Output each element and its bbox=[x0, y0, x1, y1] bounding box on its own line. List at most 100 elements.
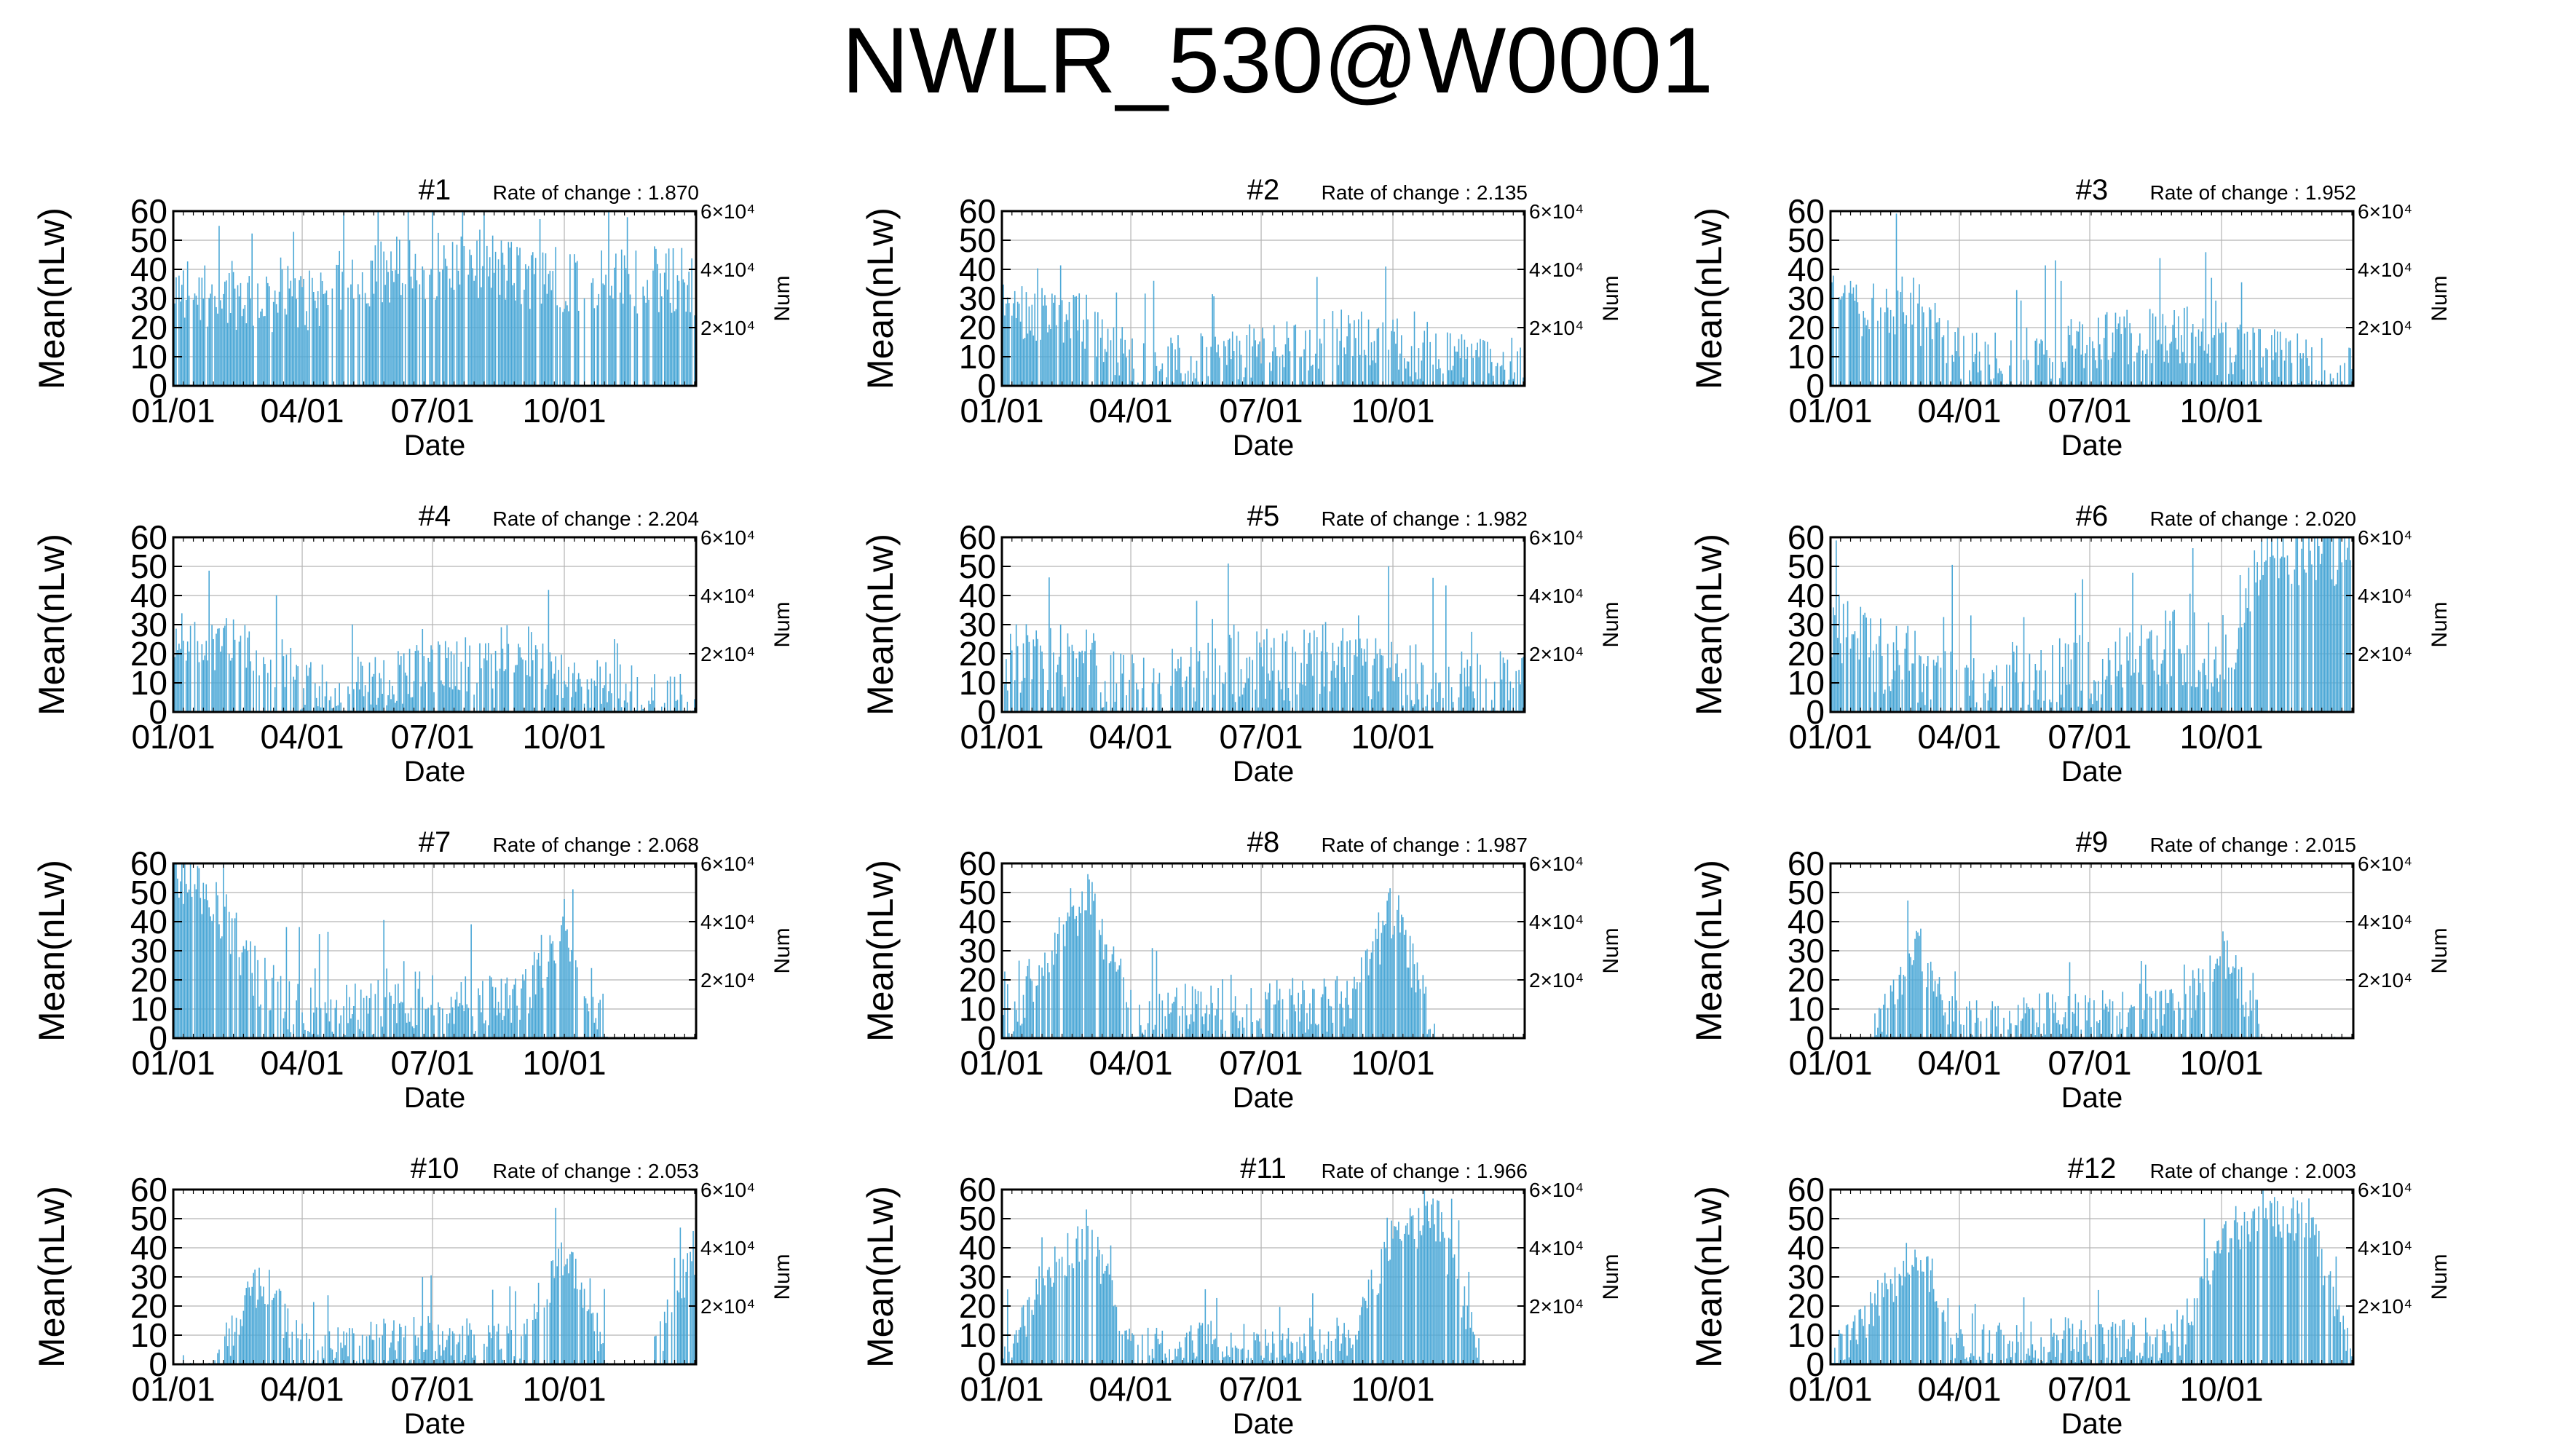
x-tick-label: 04/01 bbox=[1917, 1044, 2001, 1082]
x-tick-label: 10/01 bbox=[522, 392, 606, 430]
y2-tick-label: 4×10⁴ bbox=[2358, 911, 2412, 933]
y2-tick-label: 2×10⁴ bbox=[700, 1295, 755, 1318]
x-tick-label: 04/01 bbox=[1917, 718, 2001, 756]
y2-tick-label: 4×10⁴ bbox=[700, 258, 755, 281]
x-tick-label: 10/01 bbox=[522, 718, 606, 756]
y-tick-label: 30 bbox=[130, 932, 167, 970]
y-tick-label: 40 bbox=[959, 903, 996, 941]
rate-of-change-label: Rate of change : 1.870 bbox=[493, 181, 699, 204]
y-axis-label: Mean(nLw) bbox=[860, 534, 901, 716]
panel-title: #2 bbox=[1247, 174, 1280, 206]
y-tick-label: 50 bbox=[130, 1200, 167, 1238]
series-bars bbox=[174, 570, 695, 712]
y2-tick-label: 4×10⁴ bbox=[1529, 1237, 1584, 1259]
rate-of-change-label: Rate of change : 2.053 bbox=[493, 1160, 699, 1182]
y2-tick-label: 6×10⁴ bbox=[700, 852, 755, 875]
x-tick-label: 07/01 bbox=[1219, 1044, 1303, 1082]
x-tick-label: 10/01 bbox=[522, 1370, 606, 1408]
y2-axis-label: Num bbox=[1599, 601, 1623, 647]
y-tick-label: 10 bbox=[959, 338, 996, 376]
y2-tick-label: 4×10⁴ bbox=[700, 585, 755, 607]
y-tick-label: 40 bbox=[1788, 903, 1825, 941]
x-tick-label: 07/01 bbox=[390, 1370, 474, 1408]
x-tick-label: 04/01 bbox=[260, 1044, 344, 1082]
rate-of-change-label: Rate of change : 1.952 bbox=[2150, 181, 2356, 204]
y-tick-label: 10 bbox=[130, 338, 167, 376]
series-bars bbox=[1831, 537, 2351, 712]
y-tick-label: 0 bbox=[149, 1345, 167, 1383]
y-axis-label: Mean(nLw) bbox=[860, 207, 901, 389]
y-axis-label: Mean(nLw) bbox=[31, 207, 72, 389]
y-tick-label: 60 bbox=[130, 518, 167, 556]
y-tick-label: 20 bbox=[130, 1287, 167, 1325]
y-tick-label: 50 bbox=[130, 221, 167, 259]
x-tick-label: 04/01 bbox=[1089, 1044, 1172, 1082]
series-bars bbox=[1003, 1190, 1484, 1364]
x-tick-label: 04/01 bbox=[1089, 1370, 1172, 1408]
y2-axis-label: Num bbox=[2428, 601, 2452, 647]
x-tick-label: 01/01 bbox=[131, 392, 215, 430]
y-tick-label: 30 bbox=[959, 280, 996, 317]
y-tick-label: 30 bbox=[959, 932, 996, 970]
y-tick-label: 10 bbox=[1788, 338, 1825, 376]
x-tick-label: 04/01 bbox=[260, 1370, 344, 1408]
series-bars bbox=[1831, 213, 2353, 386]
x-axis-label: Date bbox=[1233, 1408, 1295, 1440]
y-axis-label: Mean(nLw) bbox=[31, 534, 72, 716]
y2-tick-label: 6×10⁴ bbox=[1529, 200, 1584, 223]
y-tick-label: 60 bbox=[1788, 518, 1825, 556]
series-bars bbox=[1874, 901, 2336, 1038]
y-tick-label: 0 bbox=[1806, 367, 1825, 405]
y2-tick-label: 6×10⁴ bbox=[700, 1179, 755, 1201]
y-axis-label: Mean(nLw) bbox=[1689, 534, 1729, 716]
y-tick-label: 60 bbox=[959, 518, 996, 556]
y-tick-label: 50 bbox=[959, 547, 996, 585]
y-tick-label: 50 bbox=[959, 874, 996, 911]
y-tick-label: 50 bbox=[1788, 874, 1825, 911]
panel-title: #9 bbox=[2076, 826, 2109, 858]
rate-of-change-label: Rate of change : 2.135 bbox=[1322, 181, 1528, 204]
y-axis-label: Mean(nLw) bbox=[1689, 860, 1729, 1042]
y-tick-label: 60 bbox=[959, 844, 996, 882]
rate-of-change-label: Rate of change : 1.982 bbox=[1322, 507, 1528, 530]
y-tick-label: 60 bbox=[959, 192, 996, 230]
y2-axis-label: Num bbox=[770, 927, 794, 973]
x-tick-label: 07/01 bbox=[2047, 718, 2131, 756]
y2-axis-label: Num bbox=[770, 1254, 794, 1299]
y2-axis-label: Num bbox=[770, 275, 794, 321]
y-tick-label: 0 bbox=[149, 1019, 167, 1057]
x-tick-label: 07/01 bbox=[390, 718, 474, 756]
y2-tick-label: 6×10⁴ bbox=[1529, 852, 1584, 875]
y2-tick-label: 4×10⁴ bbox=[700, 1237, 755, 1259]
panel-title: #1 bbox=[419, 174, 451, 206]
y-tick-label: 50 bbox=[959, 1200, 996, 1238]
panel-title: #11 bbox=[1240, 1152, 1287, 1184]
y2-tick-label: 2×10⁴ bbox=[2358, 969, 2412, 992]
rate-of-change-label: Rate of change : 1.987 bbox=[1322, 834, 1528, 856]
y-tick-label: 0 bbox=[1806, 693, 1825, 731]
y-tick-label: 10 bbox=[130, 990, 167, 1028]
y2-tick-label: 2×10⁴ bbox=[1529, 1295, 1584, 1318]
y-tick-label: 40 bbox=[130, 577, 167, 614]
y-axis-label: Mean(nLw) bbox=[31, 1186, 72, 1368]
panel-title: #7 bbox=[419, 826, 451, 858]
y-tick-label: 40 bbox=[959, 250, 996, 288]
x-tick-label: 10/01 bbox=[2179, 718, 2263, 756]
y-tick-label: 10 bbox=[130, 1316, 167, 1354]
y-tick-label: 0 bbox=[1806, 1019, 1825, 1057]
y2-axis-label: Num bbox=[1599, 275, 1623, 321]
y2-tick-label: 6×10⁴ bbox=[2358, 526, 2412, 549]
y-tick-label: 50 bbox=[1788, 221, 1825, 259]
y-axis-label: Mean(nLw) bbox=[860, 1186, 901, 1368]
y-tick-label: 20 bbox=[130, 635, 167, 673]
y-tick-label: 40 bbox=[130, 1229, 167, 1267]
x-axis-label: Date bbox=[404, 756, 466, 788]
figure-title: NWLR_530@W0001 bbox=[841, 9, 1714, 113]
y-tick-label: 20 bbox=[1788, 961, 1825, 999]
x-tick-label: 01/01 bbox=[131, 1370, 215, 1408]
x-tick-label: 10/01 bbox=[522, 1044, 606, 1082]
y-tick-label: 20 bbox=[959, 961, 996, 999]
